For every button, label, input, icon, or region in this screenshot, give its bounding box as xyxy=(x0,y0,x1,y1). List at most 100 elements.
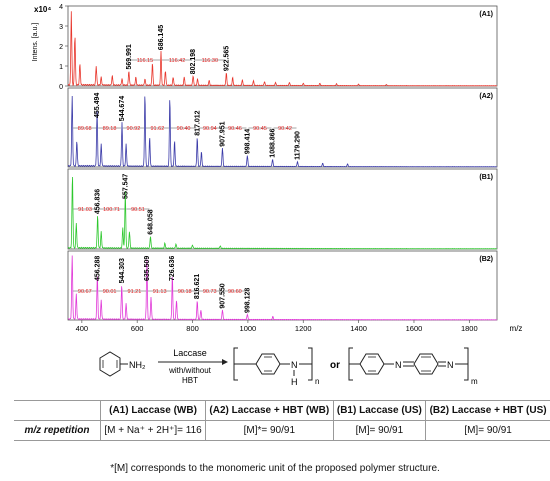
table-header-row: (A1) Laccase (WB) (A2) Laccase + HBT (WB… xyxy=(14,400,550,421)
y-tick-label: 4 xyxy=(59,4,63,11)
spectrum-trace xyxy=(68,11,498,87)
y-tick-label: 3 xyxy=(59,24,63,31)
spacing-label: 90.18 xyxy=(178,289,192,295)
product2-nitrogen-2-label: N xyxy=(447,360,454,370)
peak-label: 998.128 xyxy=(244,288,251,313)
product1-nitrogen-label: N xyxy=(291,360,298,370)
spacing-label: 90.01 xyxy=(103,289,117,295)
table-header-cell: (A1) Laccase (WB) xyxy=(99,400,206,421)
product2-nitrogen-1-label: N xyxy=(395,360,402,370)
peak-label: 648.058 xyxy=(148,209,155,234)
y-axis-exponent: x10⁴ xyxy=(34,5,51,14)
table-header-cell: (B1) Laccase (US) xyxy=(332,400,426,421)
peak-label: 802.198 xyxy=(190,49,197,74)
spacing-label: 116.30 xyxy=(202,58,218,64)
spacing-label: 91.62 xyxy=(151,126,165,132)
table-cell: [M]= 90/91 xyxy=(332,420,426,441)
y-axis-label: Intens. [a.u.] xyxy=(32,23,39,62)
x-tick-label: 400 xyxy=(76,324,89,333)
peak-label: 907.550 xyxy=(219,283,226,308)
peak-label: 922.565 xyxy=(224,46,231,71)
x-tick-label: 800 xyxy=(186,324,199,333)
spectrum-trace xyxy=(68,176,498,250)
x-tick-label: 600 xyxy=(131,324,144,333)
spacing-label: 90.40 xyxy=(177,126,191,132)
reactant-amine-label: NH₂ xyxy=(129,360,146,370)
panel-tag: (A1) xyxy=(479,11,493,18)
peak-label: 456.836 xyxy=(95,189,102,214)
panel-tag: (A2) xyxy=(479,93,493,100)
spacing-label: 116.42 xyxy=(169,58,185,64)
spacing-label: 100.71 xyxy=(103,207,120,213)
x-axis-label: m/z xyxy=(510,324,523,333)
product2-bracket-right xyxy=(464,347,469,381)
peak-label: 816.621 xyxy=(194,274,201,299)
spectrum-panel: (B1) 456.836 557.547 648.058 91.03 100.71 90.5… xyxy=(67,168,498,250)
peak-label: 544.674 xyxy=(119,96,126,121)
reactant-benzene-ring xyxy=(99,351,121,377)
maldi-spectra-chart: 0 1 2 3 4 (A1) 569.991 686.145 802.198 922.565 116… xyxy=(32,4,523,333)
spacing-label: 90.42 xyxy=(278,126,292,132)
table-cell: [M]*= 90/91 xyxy=(205,420,334,441)
spectrum-panel: (A2) 455.494 544.674 817.012 907.951 998.414 1… xyxy=(67,87,498,168)
spacing-label: 90.73 xyxy=(203,289,217,295)
peak-label: 998.414 xyxy=(245,129,252,154)
panel-frame xyxy=(67,250,498,321)
reagent-label: Laccase xyxy=(173,348,207,358)
spacing-label: 90.92 xyxy=(127,126,141,132)
spacing-label: 90.46 xyxy=(228,126,242,132)
peak-label: 557.547 xyxy=(122,174,129,199)
x-axis: 400 600 800 1000 1200 1400 1600 1800 xyxy=(76,320,478,333)
repetition-table: (A1) Laccase (WB) (A2) Laccase + HBT (WB… xyxy=(14,400,550,441)
spacing-label: 90.60 xyxy=(228,289,242,295)
table-header-cell: (B2) Laccase + HBT (US) xyxy=(425,400,550,421)
product1-subscript: n xyxy=(315,377,319,386)
peak-label: 686.145 xyxy=(158,25,165,50)
x-tick-label: 1400 xyxy=(350,324,367,333)
spacing-label: 90.67 xyxy=(78,289,92,295)
product1-hydrogen-label: H xyxy=(291,377,298,387)
spacing-label: 91.21 xyxy=(128,289,142,295)
connector-or: or xyxy=(330,360,340,371)
peak-label: 726.636 xyxy=(169,256,176,281)
spacing-label: 90.51 xyxy=(131,207,145,213)
table-row: m/z repetition [M + Na⁺ + 2H⁺]= 116 [M]*… xyxy=(14,420,550,441)
spacing-label: 90.94 xyxy=(203,126,217,132)
spacing-label: 91.03 xyxy=(78,207,92,213)
x-tick-label: 1800 xyxy=(461,324,478,333)
product1-bracket-right xyxy=(308,347,313,381)
y-tick-label: 0 xyxy=(59,84,63,91)
peak-label: 1088.866 xyxy=(270,128,277,157)
peak-label: 455.494 xyxy=(94,93,101,118)
x-tick-label: 1200 xyxy=(295,324,312,333)
panel-frame xyxy=(67,168,498,250)
peak-label: 456.288 xyxy=(94,256,101,281)
panel-frame xyxy=(67,87,498,168)
spectrum-trace xyxy=(68,255,497,321)
reaction-scheme: NH₂ Laccase with/without HBT N H n or N … xyxy=(99,347,478,387)
product2-subscript: m xyxy=(471,377,478,386)
spectrum-trace xyxy=(68,95,498,168)
table-cell: [M + Na⁺ + 2H⁺]= 116 xyxy=(99,420,206,441)
spacing-label: 89.68 xyxy=(78,126,92,132)
table-header-cell: (A2) Laccase + HBT (WB) xyxy=(205,400,334,421)
x-tick-label: 1000 xyxy=(240,324,257,333)
table-header-cell xyxy=(14,400,101,421)
table-row-label: m/z repetition xyxy=(14,420,101,441)
peak-label: 1179.290 xyxy=(295,131,302,160)
peak-label: 817.012 xyxy=(194,110,201,135)
table-cell: [M]= 90/91 xyxy=(425,420,550,441)
panel-tag: (B1) xyxy=(479,174,493,181)
x-tick-label: 1600 xyxy=(406,324,423,333)
condition-label-1: with/without xyxy=(168,366,212,375)
condition-label-2: HBT xyxy=(182,376,198,385)
y-tick-label: 2 xyxy=(59,44,63,51)
footnote: *[M] corresponds to the monomeric unit o… xyxy=(110,463,440,474)
spacing-label: 89.18 xyxy=(103,126,117,132)
peak-label: 569.991 xyxy=(126,44,133,69)
spacing-label: 90.45 xyxy=(253,126,267,132)
peak-label: 544.303 xyxy=(119,258,126,283)
product2-quinoid-ring xyxy=(413,353,439,375)
spacing-label: 91.13 xyxy=(153,289,167,295)
